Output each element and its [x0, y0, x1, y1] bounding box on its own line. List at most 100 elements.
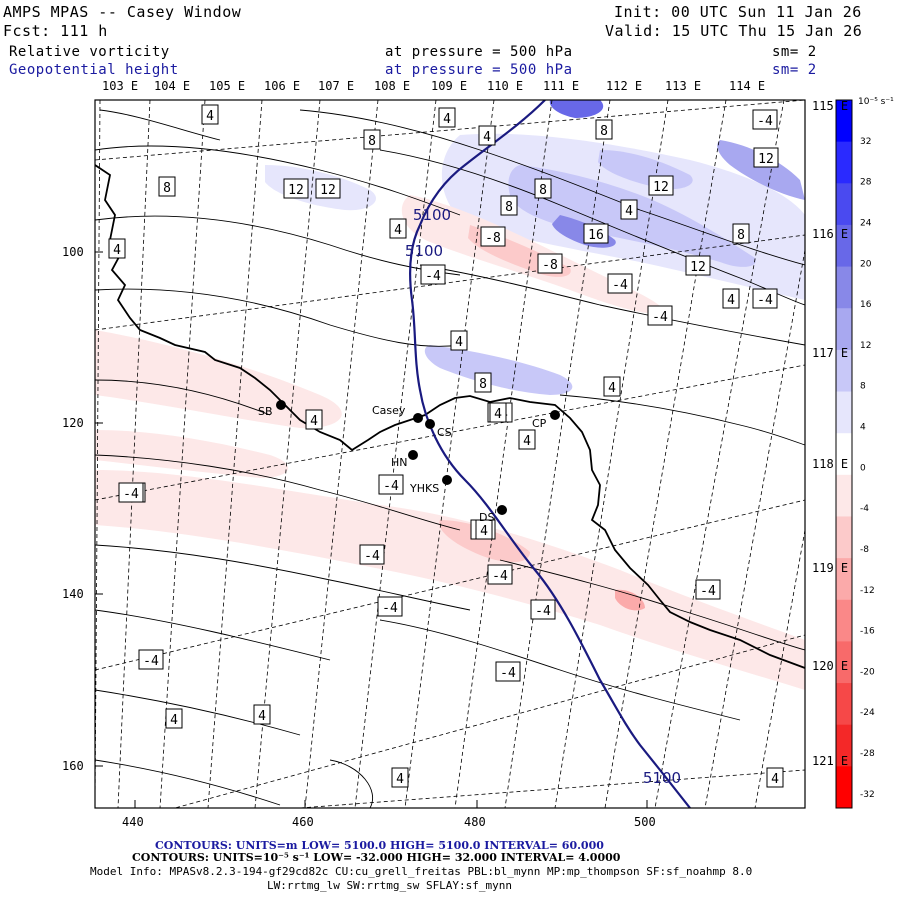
vorticity-label-box: [647, 305, 673, 326]
vorticity-label-box: [489, 402, 507, 423]
vorticity-label: 4: [771, 772, 779, 787]
vorticity-label: -4: [143, 654, 159, 669]
colorbar-label: -12: [860, 586, 875, 596]
vorticity-label: 4: [455, 335, 463, 350]
longitude-label: 112 E: [606, 79, 642, 93]
vorticity-label-box: [537, 253, 563, 274]
vorticity-label: -4: [535, 604, 551, 619]
vorticity-label-box: [378, 474, 404, 495]
negative-vorticity-band: [95, 330, 342, 429]
vorticity-label: 8: [737, 228, 745, 243]
vorticity-label: 4: [206, 109, 214, 124]
station-label: DS: [479, 511, 494, 524]
vorticity-label-box: [607, 273, 633, 294]
negative-vorticity-core: [439, 520, 530, 563]
vorticity-label: 8: [368, 134, 376, 149]
vorticity-label: 8: [479, 377, 487, 392]
vorticity-label: 4: [310, 414, 318, 429]
axis-labels: 103 E 104 E 105 E 106 E 107 E 108 E 109 E 110 E…: [62, 79, 848, 829]
vorticity-label-box: [518, 429, 536, 450]
vorticity-label: 8: [539, 183, 547, 198]
colorbar-swatch: [836, 391, 852, 434]
vorticity-label-box: [363, 129, 381, 150]
latitude-label: 120 E: [812, 659, 848, 673]
field1-smoothing: sm= 2: [772, 44, 817, 60]
vorticity-label: 4: [170, 713, 178, 728]
vorticity-label-box: [474, 372, 492, 393]
positive-vorticity-max: [549, 100, 604, 118]
vorticity-label: -4: [382, 601, 398, 616]
vorticity-label: 8: [505, 200, 513, 215]
colorbar-label: -8: [860, 545, 869, 555]
vorticity-label: 4: [443, 112, 451, 127]
vorticity-label-box: [438, 107, 456, 128]
longitude-label: 103 E: [102, 79, 138, 93]
station-marker-cs[interactable]: [425, 419, 435, 429]
contours-vorticity-info: CONTOURS: UNITS=10⁻⁵ s⁻¹ LOW= -32.000 HI…: [132, 851, 621, 864]
contours-height-info: CONTOURS: UNITS=m LOW= 5100.0 HIGH= 5100…: [155, 839, 604, 852]
y-axis-tick-label: 160: [62, 759, 84, 773]
latitude-label: 115 E: [812, 99, 848, 113]
vorticity-label: 12: [320, 183, 336, 198]
longitude-label: 104 E: [154, 79, 190, 93]
colorbar-swatch: [836, 349, 852, 393]
vorticity-label: 12: [758, 152, 774, 167]
station-label: CP: [532, 417, 547, 430]
longitude-label: 106 E: [264, 79, 300, 93]
height-contour-label: 5100: [405, 242, 443, 260]
x-axis-tick-label: 480: [464, 815, 486, 829]
model-info-radiation: LW:rrtmg_lw SW:rrtmg_sw SFLAY:sf_mynn: [267, 879, 513, 892]
colorbar-swatch: [836, 433, 852, 476]
latlon-grid: [95, 100, 805, 808]
vorticity-label: 16: [588, 228, 604, 243]
vorticity-label: 4: [727, 293, 735, 308]
station-marker-ds[interactable]: [497, 505, 507, 515]
longitude-label: 108 E: [374, 79, 410, 93]
positive-vorticity-band: [424, 345, 573, 395]
vorticity-label-box: [389, 218, 407, 239]
vorticity-label-box: [480, 226, 506, 247]
colorbar-swatch: [836, 683, 852, 726]
station-marker-hn[interactable]: [408, 450, 418, 460]
vorticity-label-box: [283, 178, 309, 199]
station-label: CS: [437, 426, 452, 439]
latitude-label: 116 E: [812, 227, 848, 241]
vorticity-label: 12: [653, 180, 669, 195]
longitude-label: 110 E: [487, 79, 523, 93]
vorticity-label: -8: [542, 258, 558, 273]
valid-time: Valid: 15 UTC Thu 15 Jan 26: [605, 22, 863, 40]
vorticity-label: -4: [425, 269, 441, 284]
negative-vorticity-band: [95, 430, 289, 478]
vorticity-label: -4: [612, 278, 628, 293]
latitude-label: 119 E: [812, 561, 848, 575]
longitude-label: 107 E: [318, 79, 354, 93]
field1-name: Relative vorticity: [9, 44, 170, 60]
x-axis-tick-label: 460: [292, 815, 314, 829]
station-label: HN: [391, 456, 408, 469]
colorbar-label: 8: [860, 382, 866, 392]
vorticity-label-box: [475, 519, 493, 540]
station-marker-sb[interactable]: [276, 400, 286, 410]
colorbar-swatch: [836, 516, 852, 559]
field2-name: Geopotential height: [9, 62, 179, 78]
height-contour-label: 5100: [413, 206, 451, 224]
vorticity-label-box: [391, 767, 409, 788]
colorbar-label: -4: [860, 504, 869, 514]
longitude-label: 109 E: [431, 79, 467, 93]
field1-level: at pressure = 500 hPa: [385, 44, 573, 60]
negative-vorticity-core: [615, 589, 645, 611]
vorticity-label-box: [359, 544, 385, 565]
vorticity-label-box: [165, 708, 183, 729]
vorticity-label: -4: [757, 114, 773, 129]
vorticity-label-box: [530, 599, 556, 620]
vorticity-label: 4: [608, 381, 616, 396]
vorticity-label: -4: [364, 549, 380, 564]
station-marker-yhks[interactable]: [442, 475, 452, 485]
colorbar-swatch: [836, 558, 852, 601]
colorbar-swatch: [836, 599, 852, 642]
station-marker-casey[interactable]: [413, 413, 423, 423]
station-marker-cp[interactable]: [550, 410, 560, 420]
vorticity-label: -4: [652, 310, 668, 325]
